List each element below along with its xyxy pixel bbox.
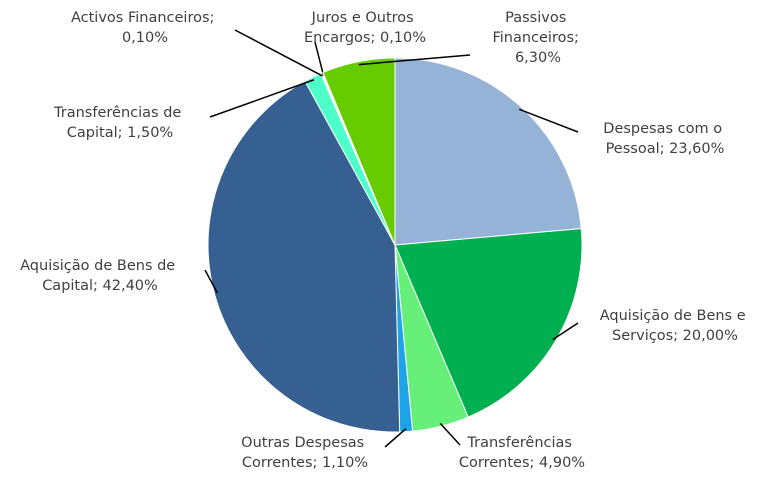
data-label: Outras Despesas Correntes; 1,10% — [241, 435, 369, 471]
leader-line — [552, 322, 579, 341]
data-label: Passivos Financeiros; 6,30% — [492, 10, 583, 66]
label-line: Capital; 1,50% — [67, 125, 173, 141]
label-line: Activos Financeiros; — [71, 10, 219, 26]
leader-line — [204, 269, 219, 294]
label-line: Outras Despesas — [241, 435, 369, 451]
label-line: Capital; 42,40% — [42, 278, 158, 294]
data-label: Aquisição de Bens de Capital; 42,40% — [20, 258, 180, 294]
pie-slice — [207, 80, 401, 433]
label-line: Despesas com o — [603, 121, 726, 137]
pie-slice — [394, 57, 582, 246]
label-line: Transferências de — [53, 105, 186, 121]
label-line: Correntes; 4,90% — [459, 455, 585, 471]
label-line: 0,10% — [122, 30, 168, 46]
label-line: Juros e Outros — [311, 10, 419, 26]
label-line: 6,30% — [515, 50, 561, 66]
data-label: Aquisição de Bens e Serviços; 20,00% — [600, 308, 751, 344]
label-line: Transferências — [466, 435, 576, 451]
leader-line — [314, 41, 325, 76]
label-line: Aquisição de Bens de — [20, 258, 180, 274]
label-line: Correntes; 1,10% — [242, 455, 368, 471]
label-line: Passivos — [505, 10, 571, 26]
label-line: Aquisição de Bens e — [600, 308, 751, 324]
label-line: Encargos; 0,10% — [304, 30, 426, 46]
pie-slice — [322, 57, 396, 246]
data-label: Despesas com o Pessoal; 23,60% — [603, 121, 726, 157]
pie-slice — [394, 228, 583, 418]
leader-line — [439, 422, 461, 446]
data-label: Activos Financeiros; 0,10% — [71, 10, 219, 46]
leader-line — [209, 79, 315, 118]
label-line: Pessoal; 23,60% — [606, 141, 725, 157]
label-line: Financeiros; — [492, 30, 583, 46]
data-label: Juros e Outros Encargos; 0,10% — [304, 10, 426, 46]
leader-line — [518, 108, 579, 133]
data-label: Transferências de Capital; 1,50% — [53, 105, 186, 141]
label-line: Serviços; 20,00% — [612, 328, 738, 344]
leader-line — [384, 428, 407, 448]
leader-line — [358, 54, 471, 66]
leader-line — [234, 29, 323, 77]
data-label: Transferências Correntes; 4,90% — [459, 435, 585, 471]
